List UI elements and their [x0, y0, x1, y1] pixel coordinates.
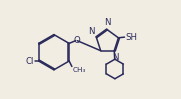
Text: SH: SH	[125, 33, 137, 42]
Text: N: N	[88, 27, 94, 36]
Text: Cl: Cl	[26, 57, 34, 66]
Text: N: N	[112, 53, 118, 62]
Text: O: O	[73, 36, 80, 45]
Text: N: N	[104, 18, 111, 27]
Text: CH₃: CH₃	[72, 67, 85, 73]
